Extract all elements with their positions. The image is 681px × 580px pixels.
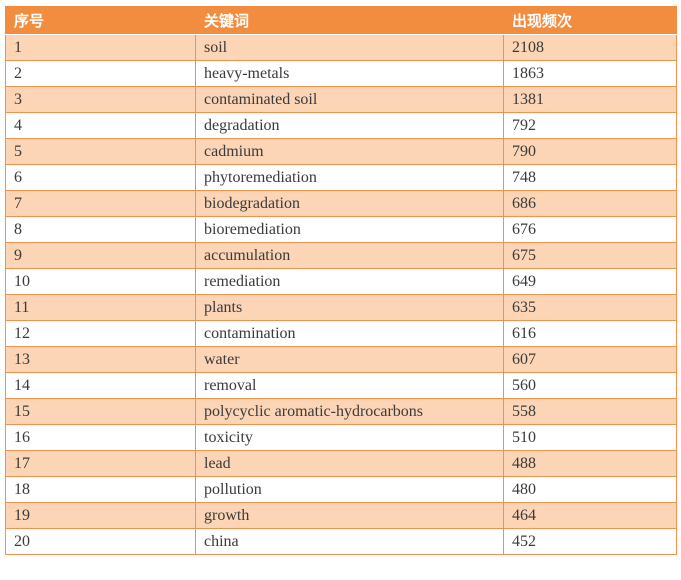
frequency-cell: 790 bbox=[503, 138, 677, 165]
no-cell: 15 bbox=[5, 398, 196, 425]
table-row: 15 polycyclic aromatic-hydrocarbons 558 bbox=[5, 398, 677, 425]
frequency-cell: 480 bbox=[503, 476, 677, 503]
keyword-cell: water bbox=[195, 346, 504, 373]
keyword-cell: contaminated soil bbox=[195, 86, 504, 113]
keyword-cell: plants bbox=[195, 294, 504, 321]
frequency-cell: 464 bbox=[503, 502, 677, 529]
keyword-cell: china bbox=[195, 528, 504, 555]
table-row: 16 toxicity 510 bbox=[5, 424, 677, 451]
no-cell: 4 bbox=[5, 112, 196, 139]
no-cell: 8 bbox=[5, 216, 196, 243]
no-cell: 3 bbox=[5, 86, 196, 113]
table-body: 1 soil 2108 2 heavy-metals 1863 3 contaminated … bbox=[5, 34, 677, 555]
keyword-cell: accumulation bbox=[195, 242, 504, 269]
keyword-cell: soil bbox=[195, 34, 504, 61]
table-row: 18 pollution 480 bbox=[5, 476, 677, 503]
no-cell: 14 bbox=[5, 372, 196, 399]
table-row: 11 plants 635 bbox=[5, 294, 677, 321]
keyword-cell: toxicity bbox=[195, 424, 504, 451]
table-row: 4 degradation 792 bbox=[5, 112, 677, 139]
keyword-cell: biodegradation bbox=[195, 190, 504, 217]
table-row: 3 contaminated soil 1381 bbox=[5, 86, 677, 113]
keyword-cell: removal bbox=[195, 372, 504, 399]
table-row: 8 bioremediation 676 bbox=[5, 216, 677, 243]
frequency-cell: 1863 bbox=[503, 60, 677, 87]
table-row: 19 growth 464 bbox=[5, 502, 677, 529]
frequency-cell: 676 bbox=[503, 216, 677, 243]
keyword-cell: bioremediation bbox=[195, 216, 504, 243]
column-header-keyword: 关键词 bbox=[195, 6, 504, 35]
no-cell: 6 bbox=[5, 164, 196, 191]
frequency-cell: 1381 bbox=[503, 86, 677, 113]
keyword-cell: contamination bbox=[195, 320, 504, 347]
no-cell: 2 bbox=[5, 60, 196, 87]
frequency-cell: 686 bbox=[503, 190, 677, 217]
no-cell: 11 bbox=[5, 294, 196, 321]
table-row: 1 soil 2108 bbox=[5, 34, 677, 61]
table-row: 12 contamination 616 bbox=[5, 320, 677, 347]
keyword-frequency-table-container: 序号 关键词 出现频次 1 soil 2108 2 heavy-metals 1863 3 c… bbox=[5, 6, 677, 555]
no-cell: 10 bbox=[5, 268, 196, 295]
frequency-cell: 488 bbox=[503, 450, 677, 477]
keyword-cell: polycyclic aromatic-hydrocarbons bbox=[195, 398, 504, 425]
keyword-cell: heavy-metals bbox=[195, 60, 504, 87]
keyword-cell: phytoremediation bbox=[195, 164, 504, 191]
no-cell: 16 bbox=[5, 424, 196, 451]
frequency-cell: 635 bbox=[503, 294, 677, 321]
frequency-cell: 560 bbox=[503, 372, 677, 399]
keyword-cell: pollution bbox=[195, 476, 504, 503]
no-cell: 5 bbox=[5, 138, 196, 165]
table-row: 6 phytoremediation 748 bbox=[5, 164, 677, 191]
keyword-frequency-table: 序号 关键词 出现频次 1 soil 2108 2 heavy-metals 1863 3 c… bbox=[5, 6, 677, 555]
no-cell: 12 bbox=[5, 320, 196, 347]
table-row: 17 lead 488 bbox=[5, 450, 677, 477]
header-row: 序号 关键词 出现频次 bbox=[5, 6, 677, 35]
keyword-cell: growth bbox=[195, 502, 504, 529]
no-cell: 17 bbox=[5, 450, 196, 477]
table-row: 5 cadmium 790 bbox=[5, 138, 677, 165]
column-header-frequency: 出现频次 bbox=[503, 6, 677, 35]
frequency-cell: 558 bbox=[503, 398, 677, 425]
no-cell: 9 bbox=[5, 242, 196, 269]
table-row: 2 heavy-metals 1863 bbox=[5, 60, 677, 87]
table-row: 9 accumulation 675 bbox=[5, 242, 677, 269]
column-header-no: 序号 bbox=[5, 6, 196, 35]
frequency-cell: 616 bbox=[503, 320, 677, 347]
table-row: 14 removal 560 bbox=[5, 372, 677, 399]
frequency-cell: 607 bbox=[503, 346, 677, 373]
keyword-cell: remediation bbox=[195, 268, 504, 295]
keyword-cell: cadmium bbox=[195, 138, 504, 165]
no-cell: 20 bbox=[5, 528, 196, 555]
table-row: 10 remediation 649 bbox=[5, 268, 677, 295]
no-cell: 7 bbox=[5, 190, 196, 217]
frequency-cell: 792 bbox=[503, 112, 677, 139]
no-cell: 19 bbox=[5, 502, 196, 529]
no-cell: 18 bbox=[5, 476, 196, 503]
frequency-cell: 748 bbox=[503, 164, 677, 191]
frequency-cell: 452 bbox=[503, 528, 677, 555]
table-header: 序号 关键词 出现频次 bbox=[5, 6, 677, 35]
frequency-cell: 675 bbox=[503, 242, 677, 269]
frequency-cell: 2108 bbox=[503, 34, 677, 61]
frequency-cell: 510 bbox=[503, 424, 677, 451]
table-row: 7 biodegradation 686 bbox=[5, 190, 677, 217]
no-cell: 13 bbox=[5, 346, 196, 373]
keyword-cell: degradation bbox=[195, 112, 504, 139]
table-row: 13 water 607 bbox=[5, 346, 677, 373]
frequency-cell: 649 bbox=[503, 268, 677, 295]
no-cell: 1 bbox=[5, 34, 196, 61]
table-row: 20 china 452 bbox=[5, 528, 677, 555]
keyword-cell: lead bbox=[195, 450, 504, 477]
